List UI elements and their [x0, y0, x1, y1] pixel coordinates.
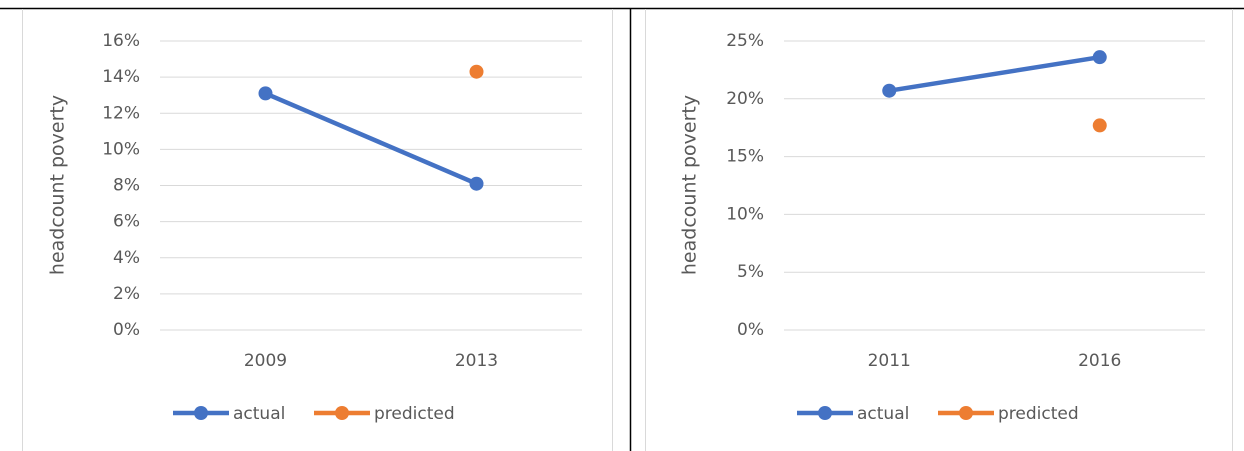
- legend-marker: [335, 406, 349, 420]
- y-tick-label: 14%: [102, 67, 140, 87]
- series-line: [887, 54, 1102, 93]
- legend-label: predicted: [374, 404, 455, 424]
- x-tick-label: 2016: [1078, 351, 1121, 371]
- data-point: [258, 86, 273, 101]
- y-tick-label: 10%: [102, 139, 140, 159]
- data-point: [1092, 118, 1107, 133]
- data-point: [1092, 50, 1107, 65]
- y-tick-label: 0%: [737, 320, 764, 340]
- y-tick-label: 12%: [102, 103, 140, 123]
- legend-label: actual: [857, 404, 909, 424]
- y-axis-title: headcount poverty: [47, 95, 69, 275]
- y-tick-label: 10%: [726, 204, 764, 224]
- legend-label: actual: [233, 404, 285, 424]
- y-tick-label: 15%: [726, 147, 764, 167]
- y-tick-label: 2%: [113, 284, 140, 304]
- y-tick-label: 20%: [726, 89, 764, 109]
- data-point: [469, 64, 484, 79]
- data-point: [469, 176, 484, 191]
- y-tick-label: 6%: [113, 212, 140, 232]
- legend-marker: [818, 406, 832, 420]
- y-tick-label: 8%: [113, 176, 140, 196]
- x-tick-label: 2013: [455, 351, 498, 371]
- x-tick-label: 2009: [244, 351, 287, 371]
- y-tick-label: 25%: [726, 31, 764, 51]
- y-tick-label: 5%: [737, 262, 764, 282]
- series-line: [263, 91, 479, 186]
- y-axis-title: headcount poverty: [679, 95, 701, 275]
- y-tick-label: 16%: [102, 31, 140, 51]
- x-tick-label: 2011: [868, 351, 911, 371]
- legend-marker: [194, 406, 208, 420]
- legend-label: predicted: [998, 404, 1079, 424]
- y-tick-label: 4%: [113, 248, 140, 268]
- y-tick-label: 0%: [113, 320, 140, 340]
- legend-marker: [959, 406, 973, 420]
- data-point: [882, 83, 897, 98]
